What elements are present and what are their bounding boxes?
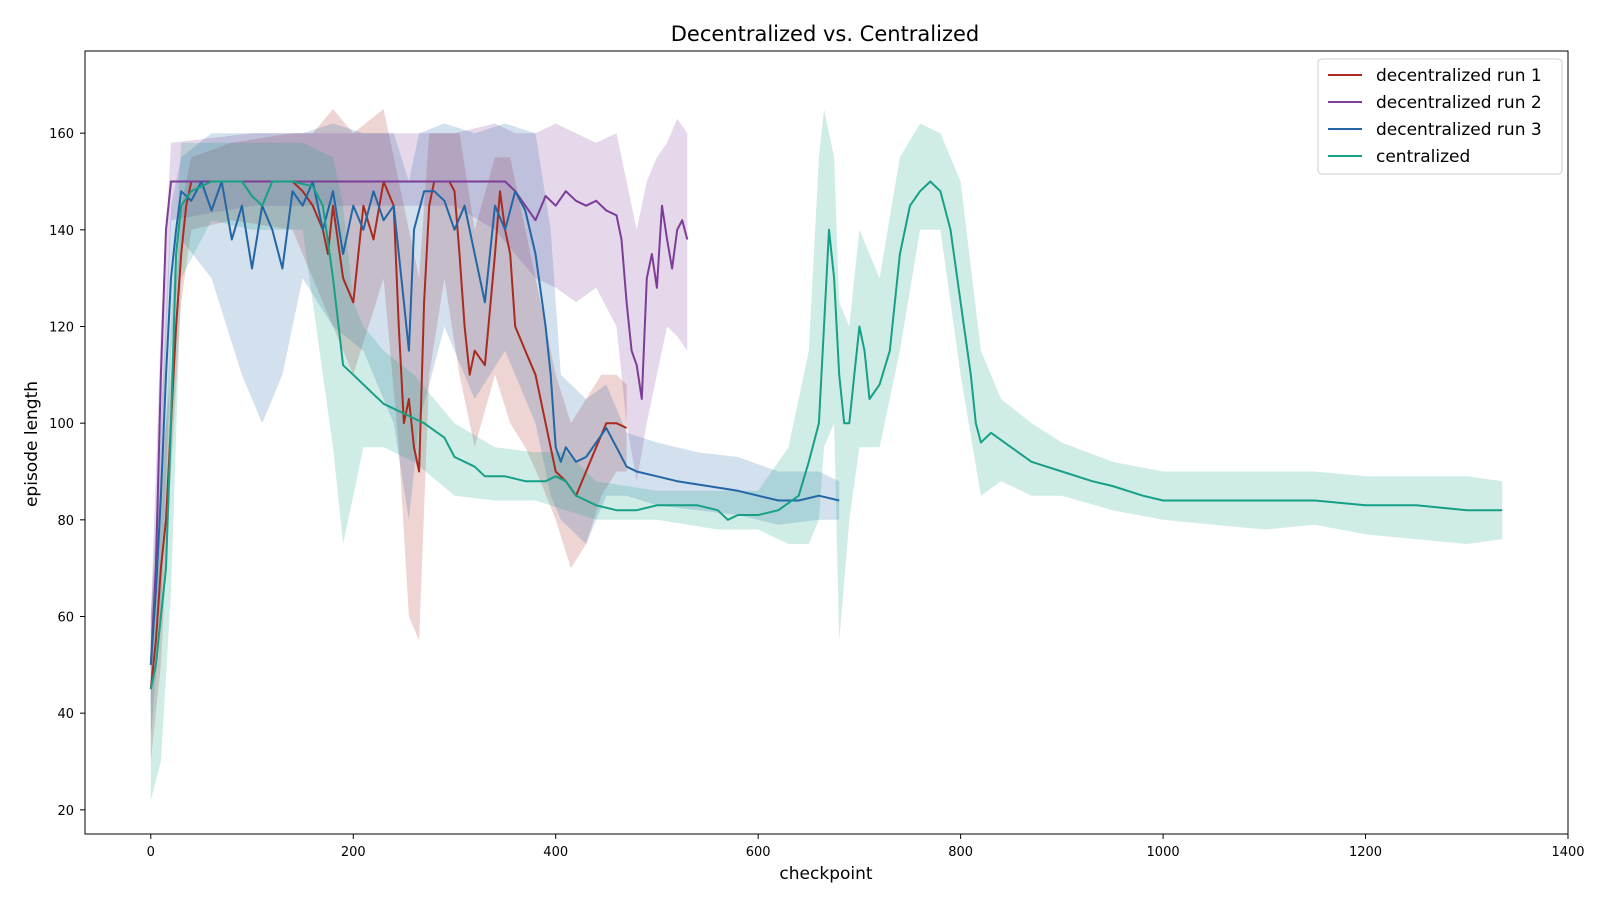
band-series-1: [150, 109, 627, 762]
series-lines: [149, 180, 1503, 690]
y-tick-label: 20: [57, 804, 74, 819]
legend-label-2: decentralized run 2: [1376, 93, 1542, 113]
x-tick-label: 800: [948, 845, 973, 860]
plot-frame: [84, 50, 1569, 835]
line-series-2: [149, 180, 689, 665]
x-axis-ticks: 0 200 400 600 800 1000 1200 1400: [147, 834, 1585, 860]
y-tick-label: 140: [49, 224, 74, 239]
chart-title: Decentralized vs. Centralized: [671, 22, 980, 46]
y-tick-label: 60: [57, 611, 74, 626]
y-axis-ticks: 20 40 60 80 100 120 140 160: [49, 127, 85, 819]
y-tick-label: 40: [57, 707, 74, 722]
x-tick-label: 200: [341, 845, 366, 860]
confidence-bands: [150, 109, 1503, 801]
band-series-2: [150, 118, 688, 714]
legend-box: [1317, 58, 1563, 175]
band-series-3: [150, 123, 840, 738]
x-tick-label: 1400: [1551, 845, 1584, 860]
y-tick-label: 80: [57, 514, 74, 529]
band-series-4: [150, 109, 1503, 801]
legend-label-3: decentralized run 3: [1376, 120, 1542, 140]
x-tick-label: 400: [543, 845, 568, 860]
x-tick-label: 0: [147, 845, 155, 860]
y-tick-label: 100: [49, 417, 74, 432]
legend: decentralized run 1 decentralized run 2 de…: [1317, 58, 1563, 175]
y-tick-label: 160: [49, 127, 74, 142]
y-tick-label: 120: [49, 321, 74, 336]
x-tick-label: 1200: [1349, 845, 1382, 860]
legend-label-1: decentralized run 1: [1376, 66, 1542, 86]
line-series-3: [149, 180, 840, 665]
x-axis-label: checkpoint: [779, 864, 872, 884]
y-axis-label: episode length: [22, 381, 42, 507]
line-series-4: [149, 180, 1503, 690]
x-tick-label: 1000: [1147, 845, 1180, 860]
x-tick-label: 600: [746, 845, 771, 860]
legend-label-4: centralized: [1376, 147, 1470, 167]
